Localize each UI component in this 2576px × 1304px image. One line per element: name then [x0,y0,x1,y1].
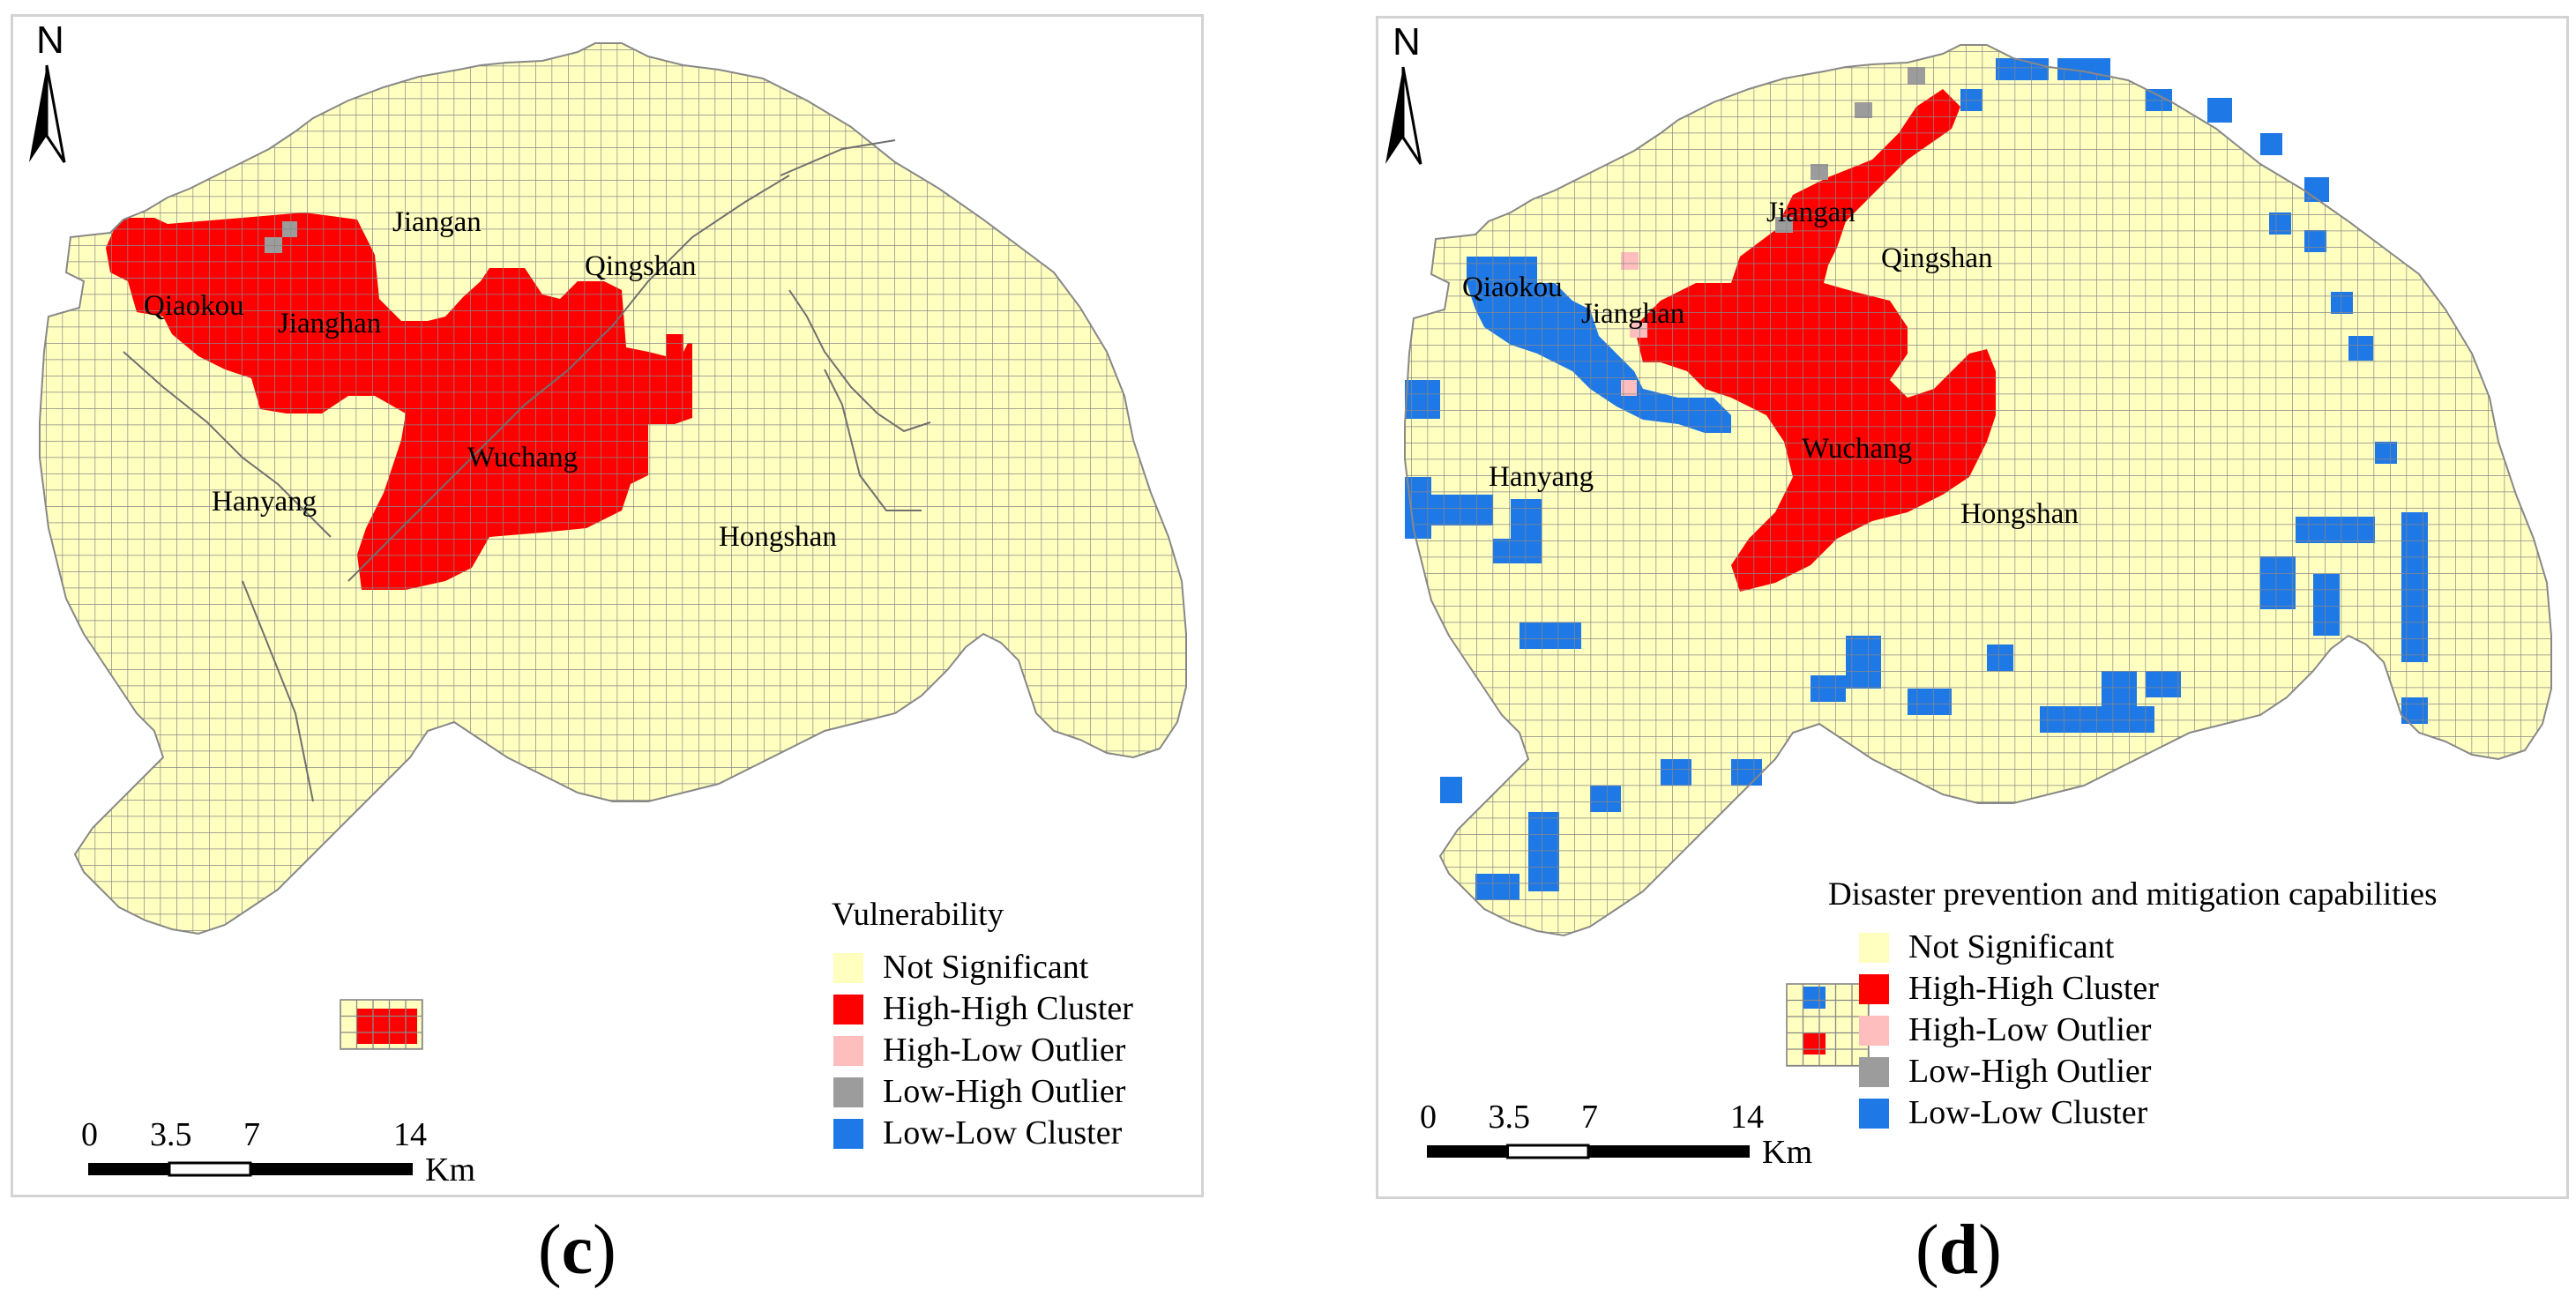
island-cell [1803,1032,1826,1054]
district-label-qingshan: Qingshan [585,250,697,282]
legend-label-low-high: Low-High Outlier [1908,1053,2152,1090]
caption-close-paren: ) [1978,1211,2002,1289]
district-label-jiangan: Jiangan [1766,197,1855,228]
district-label-hanyang: Hanyang [1489,461,1594,493]
caption-close-paren: ) [593,1211,616,1289]
legend-label-high-high: High-High Cluster [883,990,1133,1027]
district-label-hongshan: Hongshan [1960,498,2079,530]
map-panel-mitigation: Jiangan Qingshan Qiaokou Jianghan Wuchang Han… [1376,16,2569,1199]
legend-swatch-low-high [1859,1057,1889,1087]
panel-caption-d: (d) [1915,1215,2002,1285]
caption-letter: c [561,1211,594,1289]
north-arrow-icon: N [29,19,66,163]
map-panel-vulnerability: Jiangan Qingshan Qiaokou Jianghan Wuchang Han… [11,14,1204,1197]
legend-label-not-significant: Not Significant [883,949,1089,986]
north-label: N [1393,20,1421,63]
caption-letter: d [1938,1211,1979,1289]
scale-unit: Km [425,1151,475,1189]
caption-open-paren: ( [538,1211,562,1289]
scale-tick-label: 3.5 [150,1116,192,1153]
district-label-jiangan: Jiangan [392,206,482,238]
legend: Disaster prevention and mitigation capab… [1828,876,2437,1131]
district-boundary [347,175,790,582]
caption-open-paren: ( [1915,1211,1939,1289]
low-low-cell [2207,98,2232,123]
panel-caption-c: (c) [538,1215,616,1285]
scale-tick-label: 7 [243,1116,260,1153]
legend-swatch-not-significant [833,953,863,983]
legend-swatch-low-low [833,1119,863,1149]
district-label-qiaokou: Qiaokou [1462,272,1563,303]
district-label-hongshan: Hongshan [719,521,837,553]
vulnerability-map-layer: Jiangan Qingshan Qiaokou Jianghan Wuchang Han… [29,19,1187,1189]
scale-tick-label: 3.5 [1489,1099,1531,1136]
legend-swatch-low-low [1859,1099,1889,1129]
district-boundary [824,369,922,511]
mitigation-map-layer: Jiangan Qingshan Qiaokou Jianghan Wuchang Han… [1385,20,2552,1171]
legend-label-high-low: High-Low Outlier [883,1032,1126,1069]
island-cell [1803,987,1826,1009]
scale-tick-label: 7 [1581,1099,1598,1136]
north-label: N [36,19,64,62]
legend-title: Vulnerability [832,897,1004,933]
legend-swatch-low-high [833,1077,863,1107]
legend-label-high-high: High-High Cluster [1908,970,2159,1007]
north-arrow-icon: N [1385,20,1422,165]
legend: Vulnerability Not Significant High-High Cl… [832,897,1133,1151]
legend-swatch-high-low [833,1036,863,1066]
district-boundary [788,289,931,433]
island-cell [357,1009,417,1044]
legend-label-high-low: High-Low Outlier [1908,1011,2152,1048]
scale-tick-label: 14 [1730,1099,1764,1136]
district-boundary [123,351,332,538]
legend-swatch-high-low [1859,1016,1889,1046]
scale-tick-label: 0 [81,1116,98,1153]
district-label-jianghan: Jianghan [1581,298,1684,330]
legend-label-low-low: Low-Low Cluster [1908,1094,2148,1131]
district-label-wuchang: Wuchang [467,442,578,473]
legend-label-not-significant: Not Significant [1908,928,2115,965]
district-label-wuchang: Wuchang [1802,433,1912,465]
city-outline [1404,44,2552,937]
legend-title: Disaster prevention and mitigation capab… [1828,876,2437,913]
scale-unit: Km [1762,1134,1812,1171]
district-label-jianghan: Jianghan [278,308,381,339]
city-outline [39,42,1187,935]
district-boundary [242,580,314,802]
low-low-cell [2260,133,2282,155]
legend-swatch-not-significant [1859,933,1889,963]
district-boundary [780,139,896,176]
district-label-hanyang: Hanyang [212,486,317,518]
legend-swatch-high-high [1859,974,1889,1004]
scale-tick-label: 0 [1420,1099,1437,1136]
district-label-qingshan: Qingshan [1881,242,1993,274]
district-label-qiaokou: Qiaokou [144,290,244,322]
low-low-cell [1440,777,1462,803]
island-area [1786,983,1870,1067]
scale-tick-label: 14 [393,1116,427,1153]
legend-swatch-high-high [833,995,863,1025]
legend-label-low-high: Low-High Outlier [883,1073,1126,1110]
legend-label-low-low: Low-Low Cluster [883,1114,1123,1151]
